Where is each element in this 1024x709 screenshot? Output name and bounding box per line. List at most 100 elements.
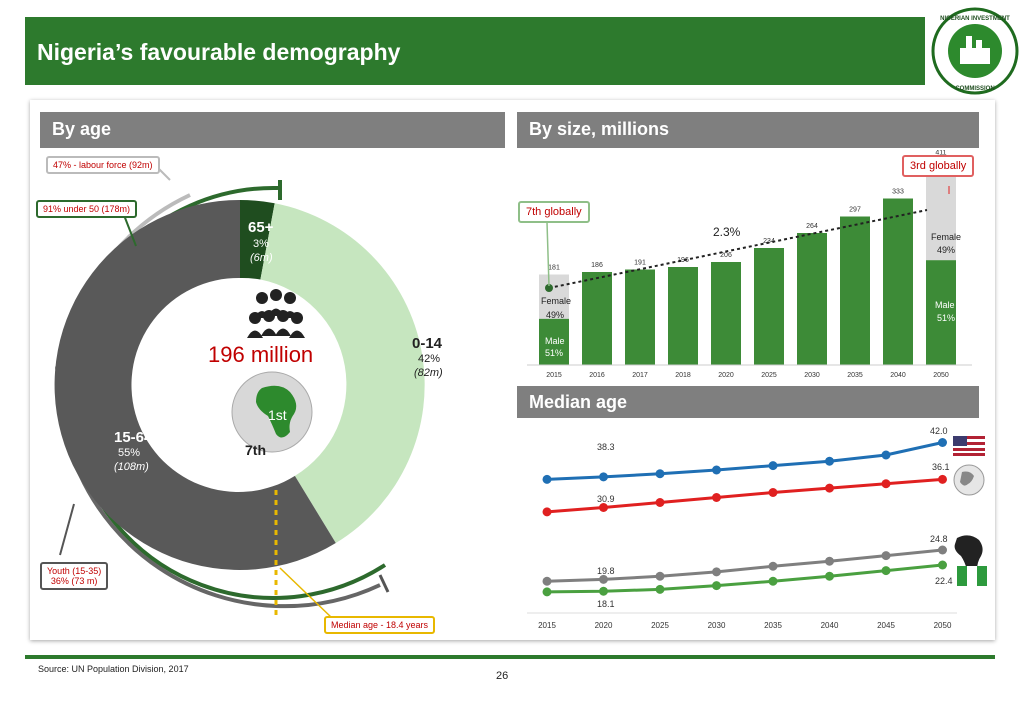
line-series-1 bbox=[546, 477, 943, 514]
segment-65plus[interactable] bbox=[240, 200, 275, 280]
line-point-3-2030 bbox=[712, 581, 721, 591]
label-nigeria-2020: 18.1 bbox=[597, 599, 615, 609]
third-globally-callout: 3rd globally bbox=[902, 155, 975, 177]
line-point-1-2050 bbox=[938, 474, 947, 484]
line-series-0 bbox=[546, 441, 943, 481]
line-point-2-2015 bbox=[542, 576, 552, 586]
line-point-2-2030 bbox=[712, 567, 721, 577]
line-point-3-2045 bbox=[881, 566, 891, 576]
label-usa-2020: 38.3 bbox=[597, 442, 615, 452]
median-age-callout: Median age - 18.4 years bbox=[324, 616, 436, 634]
youth-line-1: Youth (15-35) bbox=[47, 566, 102, 576]
label-nigeria-2050: 22.4 bbox=[935, 576, 953, 586]
bar-2025 bbox=[754, 248, 784, 365]
abs-0-14: (82m) bbox=[414, 367, 443, 379]
label-africa-2020: 19.8 bbox=[597, 566, 615, 576]
seventh-globally-callout: 7th globally bbox=[518, 201, 590, 223]
growth-rate: 2.3% bbox=[713, 225, 741, 239]
line-point-1-2030 bbox=[712, 493, 721, 502]
median-age-heading: Median age bbox=[517, 386, 979, 418]
bar-category-2020: 2020 bbox=[718, 372, 734, 379]
line-point-1-2025 bbox=[655, 498, 665, 507]
source-note: Source: UN Population Division, 2017 bbox=[38, 664, 189, 674]
median-age-line-chart: 2015 2020 2025 2030 2035 2040 2045 2050 42.0 38… bbox=[527, 426, 987, 630]
globe-africa-icon: 1st bbox=[231, 371, 313, 453]
bar-2040 bbox=[883, 198, 913, 365]
pct-15-64: 55% bbox=[118, 447, 140, 459]
line-point-3-2020 bbox=[599, 586, 608, 596]
africa-rank: 7th bbox=[245, 442, 266, 458]
bar-category-2030: 2030 bbox=[804, 372, 820, 379]
page-number: 26 bbox=[496, 670, 509, 682]
bar-category-2016: 2016 bbox=[589, 372, 605, 379]
line-point-2-2050 bbox=[938, 545, 947, 555]
bar-2018 bbox=[668, 267, 698, 365]
line-x-label-2020: 2020 bbox=[595, 621, 613, 630]
line-point-0-2045 bbox=[881, 450, 891, 460]
world-globe-icon bbox=[953, 464, 985, 496]
right-male-pct: 51% bbox=[937, 313, 955, 323]
left-female-label: Female bbox=[541, 296, 571, 306]
line-point-0-2040 bbox=[825, 456, 834, 466]
left-female-pct: 49% bbox=[546, 310, 564, 320]
bar-value-2050: 411 bbox=[935, 150, 946, 157]
title-bar: Nigeria’s favourable demography bbox=[25, 17, 925, 85]
right-male-label: Male bbox=[935, 300, 955, 310]
abs-15-64: (108m) bbox=[114, 461, 149, 473]
bar-category-2035: 2035 bbox=[847, 372, 863, 379]
pct-0-14: 42% bbox=[418, 353, 440, 365]
line-point-0-2015 bbox=[542, 474, 552, 484]
line-point-2-2025 bbox=[655, 571, 665, 581]
left-male-pct: 51% bbox=[545, 348, 563, 358]
line-point-0-2020 bbox=[599, 472, 608, 482]
line-point-1-2020 bbox=[599, 503, 608, 512]
svg-text:NIGERIAN INVESTMENT: NIGERIAN INVESTMENT bbox=[940, 16, 1010, 22]
left-male-label: Male bbox=[545, 336, 565, 346]
line-x-label-2050: 2050 bbox=[934, 621, 952, 630]
line-point-3-2015 bbox=[542, 587, 552, 597]
right-female-label: Female bbox=[931, 232, 961, 242]
pct-65plus: 3% bbox=[253, 238, 269, 250]
line-point-0-2025 bbox=[655, 469, 665, 479]
svg-text:COMMISSION: COMMISSION bbox=[955, 86, 994, 92]
labour-force-callout: 47% - labour force (92m) bbox=[46, 156, 160, 174]
by-age-heading: By age bbox=[40, 112, 505, 148]
bar-2035 bbox=[840, 216, 870, 365]
line-x-label-2040: 2040 bbox=[821, 621, 839, 630]
line-point-1-2015 bbox=[542, 507, 552, 517]
population-icon bbox=[247, 289, 305, 338]
nipc-logo: NIGERIAN INVESTMENT COMMISSION bbox=[931, 7, 1019, 95]
bar-value-2020: 206 bbox=[720, 252, 732, 259]
bar-value-2017: 191 bbox=[634, 260, 646, 267]
footer-line bbox=[25, 655, 995, 659]
usa-flag-icon bbox=[953, 436, 985, 456]
line-x-label-2045: 2045 bbox=[877, 621, 895, 630]
age-donut-chart: 65+ 3% (6m) 0-14 42% (82m) 15-64 55% (10… bbox=[54, 167, 443, 620]
line-point-2-2045 bbox=[881, 551, 891, 561]
segment-0-14[interactable] bbox=[260, 203, 425, 544]
segment-15-64[interactable] bbox=[54, 199, 336, 570]
bar-value-2025: 234 bbox=[763, 238, 775, 245]
line-point-0-2035 bbox=[768, 461, 778, 471]
bar-2030 bbox=[797, 233, 827, 365]
by-size-heading: By size, millions bbox=[517, 112, 979, 148]
line-point-1-2040 bbox=[825, 483, 834, 493]
line-point-3-2050 bbox=[938, 560, 947, 570]
line-point-2-2040 bbox=[825, 556, 834, 566]
line-series-2 bbox=[546, 548, 943, 583]
label-usa-2050: 42.0 bbox=[930, 426, 948, 436]
bar-category-2017: 2017 bbox=[632, 372, 648, 379]
line-point-0-2030 bbox=[712, 465, 721, 475]
label-0-14: 0-14 bbox=[412, 335, 443, 352]
under-50-callout: 91% under 50 (178m) bbox=[36, 200, 138, 218]
bar-male-2050 bbox=[926, 260, 956, 365]
line-x-label-2015: 2015 bbox=[538, 621, 556, 630]
bar-2020 bbox=[711, 262, 741, 365]
growth-trend-line bbox=[548, 209, 928, 289]
youth-line-2: 36% (73 m) bbox=[50, 576, 98, 586]
bar-value-2030: 264 bbox=[806, 223, 818, 230]
label-world-2020: 30.9 bbox=[597, 494, 615, 504]
africa-map-icon bbox=[954, 535, 983, 573]
line-point-2-2020 bbox=[599, 574, 608, 584]
